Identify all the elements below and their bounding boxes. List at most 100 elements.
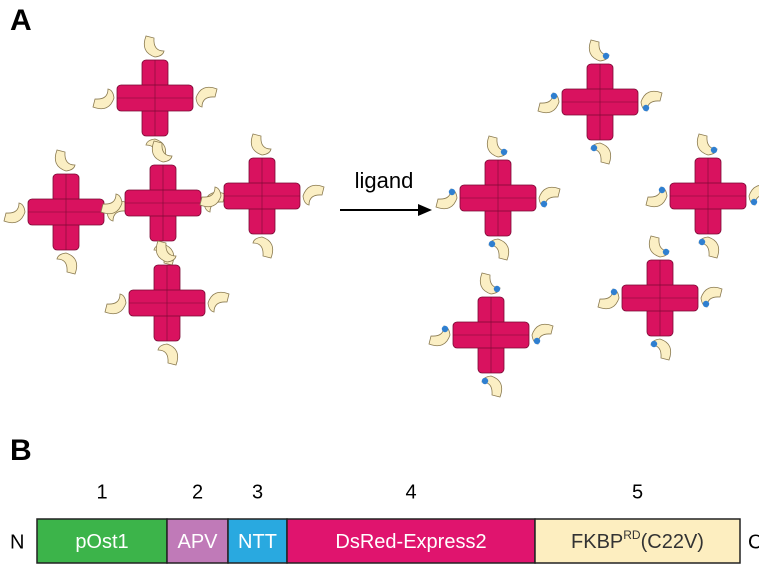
arrow-label: ligand [355,168,414,193]
construct: 1 pOst1 2 APV 3 NTT 4 DsRed-Express2 5 FKBPRD(C22… [37,481,740,563]
fkbp [4,203,25,223]
fkbp [93,89,114,109]
fkbp-arm [749,185,759,205]
ligand-dot [611,289,617,295]
tetramers [4,36,759,397]
ligand-dot [643,105,649,111]
fkbp-arm [649,236,669,257]
tetramer [436,136,560,260]
fkbp [208,292,229,312]
subunit-divider [460,160,536,236]
fkbp [152,141,172,162]
fkbp [55,150,75,171]
domain-superscript: RD [623,528,641,542]
ligand-dot [494,286,500,292]
fkbp-arm [429,326,450,346]
domain-name: NTT [238,531,277,553]
domain-number: 3 [252,481,263,503]
ligand-dot [591,145,597,151]
tetramer [429,273,553,397]
panel-label: B [10,434,32,467]
fkbp-arm [701,287,722,307]
domain-name-text: DsRed-Express2 [335,531,486,553]
domain-name-text: APV [177,531,218,553]
ligand-dot [534,338,540,344]
ligand-dot [551,93,557,99]
fkbp [144,36,164,57]
fkbp [196,87,217,107]
domain-number: 4 [405,481,416,503]
c-terminus: C [748,531,759,553]
ligand-dot [442,326,448,332]
subunit-divider [670,158,746,234]
subunit-divider [117,60,193,136]
fkbp-arm [144,36,164,57]
fkbp-arm [303,185,324,205]
tetramer [105,241,229,365]
tetramer [538,40,662,164]
fkbp-arm [436,189,457,209]
domain-name-text: NTT [238,531,277,553]
fkbp-arm [251,134,271,155]
fkbp-arm [651,339,671,360]
fkbp-arm [598,289,619,309]
fkbp [251,134,271,155]
ligand-dot [659,187,665,193]
fkbp-arm [538,93,559,113]
figure: A ligand B N C 1 pOst1 2 APV 3 NTT 4 DsRed-Expr… [0,0,759,567]
fkbp-arm [591,143,611,164]
domain-suffix: (C22V) [641,531,704,553]
n-terminus: N [10,531,24,553]
subunit-divider [224,158,300,234]
domain-name: DsRed-Express2 [335,531,486,553]
ligand-dot [482,378,488,384]
fkbp-arm [646,187,667,207]
fkbp-arm [93,89,114,109]
domain-name-text: FKBP [571,531,623,553]
domain-number: 2 [192,481,203,503]
fkbp-arm [489,239,509,260]
fkbp-arm [697,134,717,155]
ligand-dot [663,249,669,255]
fkbp-arm [158,344,178,365]
domain-name-text: pOst1 [75,531,128,553]
ligand-dot [489,241,495,247]
fkbp-arm [208,292,229,312]
fkbp-arm [482,376,502,397]
fkbp-arm [200,187,221,207]
domain-number: 5 [632,481,643,503]
domain-number: 1 [96,481,107,503]
fkbp [105,294,126,314]
fkbp-arm [57,253,77,274]
fkbp-arm [699,237,719,258]
domain-name: pOst1 [75,531,128,553]
fkbp-arm [152,141,172,162]
subunit-divider [28,174,104,250]
fkbp [200,187,221,207]
fkbp [158,344,178,365]
ligand-dot [651,341,657,347]
ligand-dot [449,189,455,195]
arrow-head [418,204,432,216]
ligand-dot [703,301,709,307]
fkbp [57,253,77,274]
tetramer [646,134,759,258]
domain-name: APV [177,531,218,553]
subunit-divider [125,165,201,241]
subunit-divider [129,265,205,341]
fkbp-arm [253,237,273,258]
fkbp-arm [480,273,500,294]
panel-label: A [10,4,32,37]
ligand-dot [603,53,609,59]
tetramer [598,236,722,360]
ligand-dot [711,147,717,153]
fkbp [253,237,273,258]
fkbp-arm [4,203,25,223]
subunit-divider [622,260,698,336]
fkbp-arm [487,136,507,157]
fkbp-arm [55,150,75,171]
fkbp-arm [105,294,126,314]
ligand-dot [541,201,547,207]
subunit-divider [562,64,638,140]
subunit-divider [453,297,529,373]
